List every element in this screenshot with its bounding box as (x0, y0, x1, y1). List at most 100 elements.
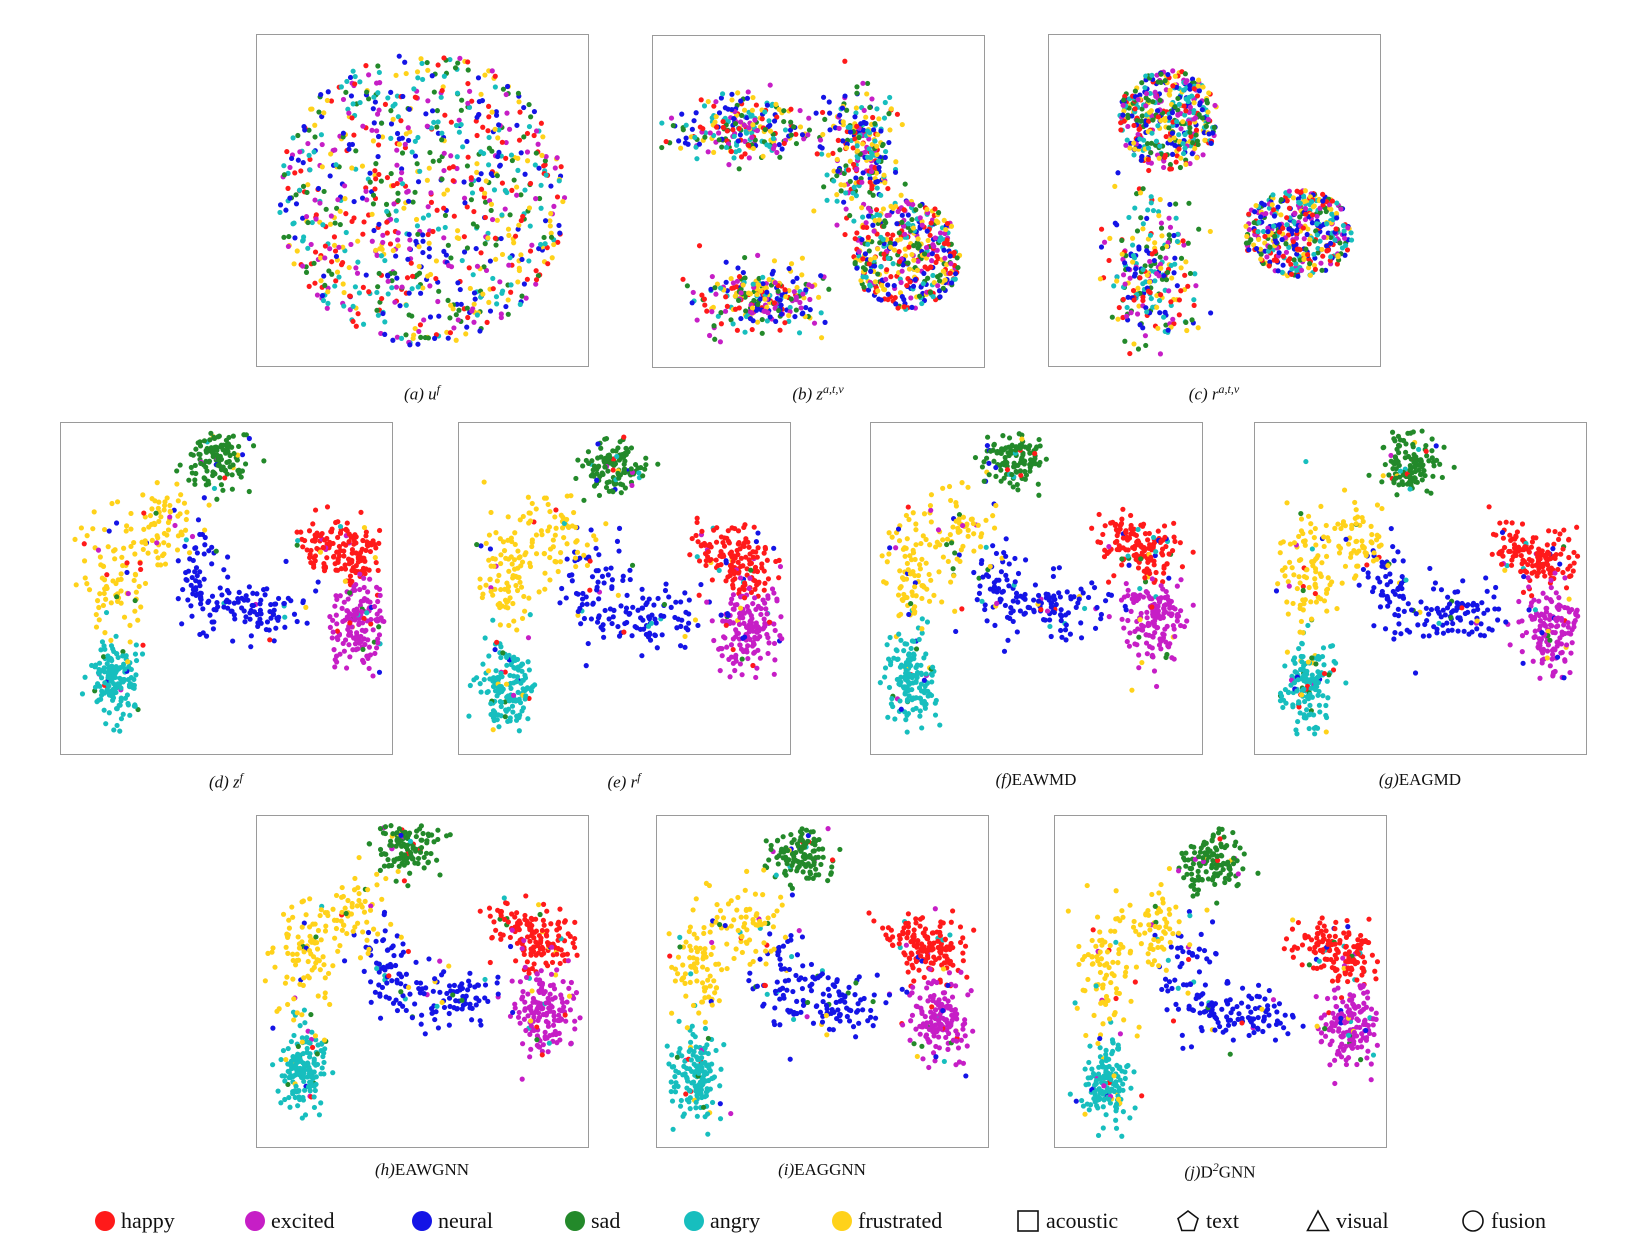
point-b-822 (852, 136, 858, 142)
point-c-1012 (1114, 278, 1120, 284)
point-e-712 (525, 716, 531, 722)
point-d-391 (243, 614, 249, 620)
point-c-922 (1109, 314, 1115, 320)
point-b-913 (881, 172, 887, 178)
point-a-899 (543, 172, 549, 178)
point-a-216 (394, 147, 400, 153)
point-e-554 (606, 479, 612, 485)
point-a-412 (410, 335, 416, 341)
point-c-775 (1292, 211, 1298, 217)
point-a-113 (542, 158, 548, 164)
point-d-144 (328, 529, 335, 535)
point-e-278 (751, 650, 757, 656)
point-c-542 (1334, 200, 1340, 206)
point-c-998 (1168, 299, 1174, 305)
point-b-762 (863, 220, 869, 226)
point-b-669 (750, 122, 756, 128)
point-e-294 (738, 646, 745, 652)
point-a-665 (488, 171, 494, 177)
point-a-21 (430, 158, 436, 164)
point-c-717 (1290, 239, 1296, 245)
point-c-819 (1290, 195, 1297, 201)
point-d-412 (195, 517, 202, 523)
point-a-696 (474, 114, 480, 120)
point-a-422 (466, 104, 473, 110)
point-d-636 (96, 660, 103, 666)
point-a-758 (414, 161, 420, 167)
point-d-299 (347, 620, 353, 626)
point-e-9 (755, 530, 761, 536)
point-d-566 (250, 443, 257, 449)
point-e-317 (678, 623, 684, 629)
point-d-655 (113, 633, 119, 639)
point-b-141 (870, 222, 876, 228)
point-a-892 (348, 241, 354, 248)
point-a-754 (418, 290, 424, 296)
point-e-588 (594, 477, 600, 483)
point-a-50 (541, 163, 547, 169)
point-d-340 (243, 593, 249, 599)
point-c-580 (1279, 269, 1285, 275)
point-d-49 (363, 529, 369, 535)
point-a-236 (307, 156, 313, 163)
point-a-773 (425, 273, 431, 279)
point-c-1034 (1170, 316, 1176, 322)
point-b-210 (884, 231, 891, 237)
point-a-336 (478, 171, 484, 177)
point-d-807 (72, 536, 78, 542)
point-e-418 (601, 634, 607, 640)
point-b-676 (762, 109, 768, 115)
point-d-302 (353, 581, 359, 588)
point-d-840 (94, 598, 101, 604)
point-a-508 (388, 170, 394, 177)
point-d-286 (356, 640, 362, 646)
point-c-378 (1162, 117, 1168, 124)
point-b-93 (899, 212, 905, 218)
point-d-838 (112, 547, 118, 553)
point-a-887 (560, 199, 566, 205)
point-d-113 (310, 521, 316, 527)
point-c-1065 (1148, 296, 1154, 302)
point-b-727 (843, 206, 849, 212)
point-e-351 (643, 631, 649, 638)
point-b-523 (737, 119, 744, 125)
point-a-683 (370, 138, 376, 144)
point-e-624 (498, 644, 504, 650)
point-e-693 (510, 692, 517, 698)
point-d-855 (161, 540, 167, 546)
point-b-340 (879, 282, 885, 288)
point-a-869 (475, 75, 482, 81)
point-a-829 (504, 110, 510, 116)
point-d-752 (105, 674, 111, 681)
point-e-721 (524, 686, 530, 692)
point-d-557 (210, 449, 216, 455)
point-e-535 (643, 455, 649, 461)
point-d-181 (336, 632, 343, 638)
point-d-416 (194, 573, 200, 579)
point-d-908 (161, 502, 168, 509)
point-d-578 (202, 476, 208, 482)
point-a-370 (487, 258, 493, 264)
point-b-329 (893, 301, 899, 307)
point-a-574 (461, 195, 468, 201)
point-c-410 (1180, 119, 1186, 125)
point-a-873 (373, 247, 379, 253)
point-a-210 (436, 288, 442, 294)
point-a-497 (424, 59, 430, 66)
point-e-376 (668, 604, 674, 610)
point-d-788 (101, 590, 107, 597)
point-c-804 (1314, 221, 1320, 227)
point-a-793 (355, 311, 361, 317)
point-c-800 (1305, 251, 1311, 258)
point-e-469 (609, 585, 615, 591)
point-e-762 (498, 684, 504, 690)
point-a-472 (414, 223, 421, 229)
point-b-395 (914, 267, 920, 273)
point-d-778 (119, 554, 125, 560)
point-d-885 (206, 502, 212, 508)
point-a-181 (352, 284, 358, 290)
point-a-160 (353, 323, 359, 329)
point-d-829 (93, 624, 100, 630)
point-e-424 (599, 573, 606, 579)
point-b-846 (854, 84, 860, 90)
